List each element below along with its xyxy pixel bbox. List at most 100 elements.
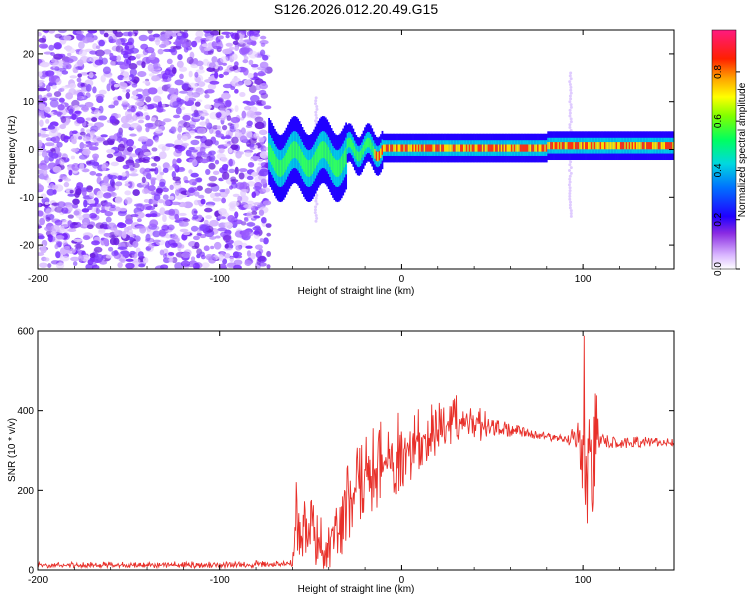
track-core [330, 153, 333, 170]
track-core [654, 142, 657, 150]
colorbar-label: Normalized spectral amplitude [737, 82, 748, 217]
noise-cell [58, 179, 63, 183]
track-core [387, 144, 390, 152]
noise-cell [248, 50, 258, 59]
noise-cell [126, 225, 133, 231]
noise-cell [99, 260, 108, 265]
track-core [271, 148, 273, 165]
track-core [494, 144, 497, 152]
streak-cell [568, 123, 572, 127]
noise-cell [129, 250, 136, 255]
noise-cell [39, 119, 44, 127]
noise-cell [106, 148, 116, 154]
noise-cell [98, 228, 106, 233]
track-core [401, 144, 404, 152]
noise-cell [40, 246, 47, 254]
track-core [352, 142, 355, 153]
noise-cell [57, 30, 67, 34]
noise-cell [253, 185, 262, 191]
noise-cell [40, 44, 48, 49]
streak-cell [315, 107, 319, 111]
noise-cell [219, 188, 227, 193]
noise-cell [205, 36, 214, 42]
noise-cell [237, 195, 243, 202]
noise-cell [121, 100, 129, 105]
noise-cell [86, 224, 94, 230]
noise-cell [260, 42, 266, 47]
noise-cell [139, 151, 146, 158]
track-core [288, 146, 291, 164]
spectrogram-heat-layer [38, 30, 674, 269]
noise-cell [132, 162, 140, 169]
noise-cell [44, 226, 53, 232]
track-core [481, 144, 484, 152]
noise-cell [65, 92, 74, 100]
noise-cell [38, 82, 43, 87]
noise-cell [98, 39, 105, 47]
noise-cell [80, 72, 89, 76]
track-core [564, 142, 567, 150]
noise-cell [100, 184, 108, 192]
noise-cell [204, 89, 215, 94]
track-core [577, 142, 580, 150]
noise-cell [142, 170, 151, 177]
noise-cell [161, 224, 170, 231]
colorbar-gradient [711, 29, 737, 270]
noise-cell [117, 143, 125, 152]
noise-cell [192, 235, 200, 241]
noise-cell [109, 237, 117, 246]
track-core [574, 142, 577, 150]
noise-cell [141, 176, 146, 184]
track-core [332, 155, 334, 173]
noise-cell [157, 185, 167, 190]
noise-cell [253, 233, 260, 239]
noise-cell [126, 146, 134, 152]
track-core [563, 142, 566, 150]
noise-cell [84, 79, 94, 88]
track-core [619, 142, 622, 150]
track-core [419, 144, 422, 152]
snr-x-tick-label: 100 [575, 575, 592, 586]
track-core [346, 138, 349, 149]
noise-cell [45, 84, 51, 92]
noise-cell [43, 257, 50, 262]
noise-cell [172, 176, 181, 182]
noise-cell [170, 126, 177, 134]
noise-cell [115, 156, 125, 163]
noise-cell [56, 141, 63, 148]
noise-cell [223, 247, 233, 251]
noise-cell [38, 169, 45, 175]
noise-cell [95, 45, 101, 49]
track-core [545, 144, 548, 152]
noise-cell [50, 152, 59, 159]
track-core [301, 152, 304, 169]
track-core [634, 142, 637, 150]
noise-cell [57, 104, 65, 111]
noise-cell [86, 56, 92, 62]
streak-cell [568, 169, 572, 173]
spectrogram-y-label: Frequency (Hz) [7, 116, 18, 185]
noise-cell [130, 107, 136, 113]
noise-cell [78, 254, 84, 262]
track-core [554, 142, 557, 150]
noise-cell [147, 185, 156, 192]
track-core [391, 144, 394, 152]
noise-cell [217, 227, 228, 232]
track-core [638, 142, 641, 150]
track-core [660, 142, 663, 150]
noise-cell [197, 81, 206, 88]
track-core [310, 159, 313, 176]
spectrogram-x-tick-label: 0 [399, 274, 405, 285]
noise-cell [106, 153, 114, 159]
track-core [316, 148, 318, 166]
snr-plot-area [38, 331, 674, 570]
streak-cell [568, 80, 572, 84]
noise-cell [244, 259, 252, 267]
noise-cell [122, 164, 130, 170]
noise-cell [82, 105, 89, 113]
noise-cell [54, 219, 63, 226]
streak-cell [567, 183, 571, 187]
noise-cell [235, 81, 243, 87]
track-core [323, 141, 326, 159]
noise-cell [54, 66, 60, 72]
